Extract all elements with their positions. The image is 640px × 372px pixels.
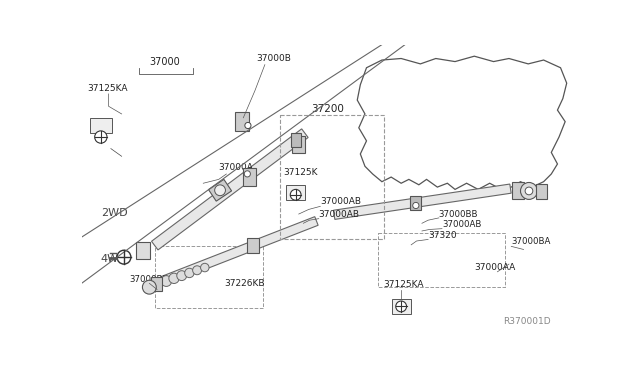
Bar — [155, 246, 262, 308]
Bar — [247, 238, 259, 253]
Text: R370001D: R370001D — [504, 317, 551, 326]
Bar — [291, 134, 301, 147]
Circle shape — [525, 187, 533, 195]
Circle shape — [169, 273, 179, 283]
Polygon shape — [333, 184, 511, 219]
Circle shape — [193, 266, 202, 275]
Text: 37200: 37200 — [311, 104, 344, 114]
Circle shape — [117, 250, 131, 264]
Bar — [378, 233, 505, 287]
Bar — [392, 299, 411, 314]
Circle shape — [161, 276, 172, 286]
Bar — [90, 118, 111, 133]
Text: 2WD: 2WD — [101, 208, 127, 218]
Text: 37000AB: 37000AB — [319, 209, 360, 218]
Text: 37000BB: 37000BB — [130, 275, 169, 284]
Text: 37320: 37320 — [428, 231, 457, 240]
Bar — [292, 136, 305, 153]
Circle shape — [185, 268, 194, 278]
Text: 37000AB: 37000AB — [442, 220, 481, 229]
Text: 37000BB: 37000BB — [439, 209, 478, 218]
Polygon shape — [209, 179, 232, 201]
Text: 37000BA: 37000BA — [511, 237, 550, 246]
Circle shape — [143, 280, 156, 294]
Text: 37125KA: 37125KA — [383, 280, 424, 289]
Bar — [235, 112, 249, 131]
Bar — [280, 115, 384, 239]
Text: 37000B: 37000B — [257, 54, 291, 63]
Bar — [536, 184, 547, 199]
Text: 4WD: 4WD — [101, 254, 127, 264]
Bar — [136, 242, 150, 259]
Circle shape — [214, 185, 225, 196]
Circle shape — [396, 301, 406, 312]
Bar — [286, 185, 305, 200]
Bar — [151, 277, 162, 291]
Polygon shape — [152, 129, 308, 250]
Circle shape — [413, 202, 419, 209]
Polygon shape — [161, 217, 318, 285]
Circle shape — [177, 271, 187, 280]
Text: 37125K: 37125K — [284, 168, 318, 177]
Text: 37000AA: 37000AA — [474, 263, 516, 272]
Text: 37000A: 37000A — [219, 163, 253, 172]
Bar — [410, 196, 421, 210]
Circle shape — [200, 263, 209, 272]
Text: 37226KB: 37226KB — [224, 279, 264, 288]
Text: 37125KA: 37125KA — [88, 84, 128, 93]
Circle shape — [245, 122, 251, 129]
Circle shape — [291, 189, 301, 200]
Circle shape — [95, 131, 107, 143]
Circle shape — [244, 171, 250, 177]
Circle shape — [520, 183, 538, 199]
Text: 37000: 37000 — [149, 57, 180, 67]
Text: 37000AB: 37000AB — [320, 197, 362, 206]
Bar — [512, 182, 524, 199]
Bar — [243, 168, 255, 186]
